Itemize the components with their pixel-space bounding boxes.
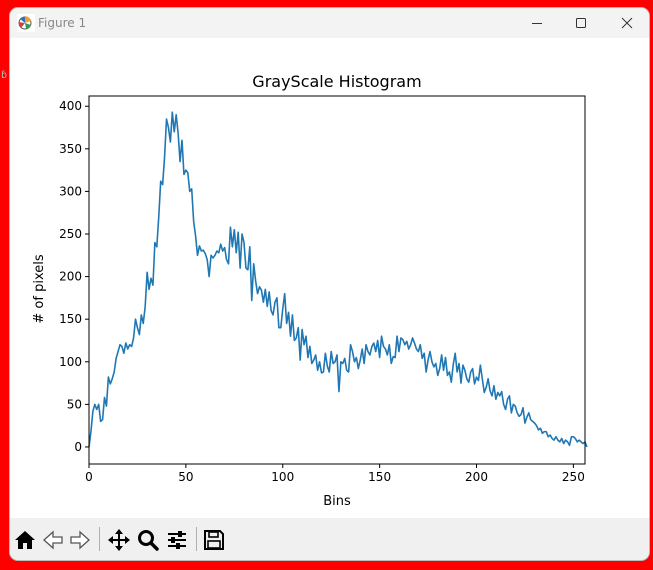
- x-tick-label: 100: [271, 470, 294, 484]
- title-bar[interactable]: Figure 1: [10, 8, 649, 38]
- y-axis-label: # of pixels: [32, 254, 47, 323]
- zoom-icon: [138, 530, 159, 551]
- axes: 0 50 100 150 200 250 0 50 100 150 200 250 300 350 400: [59, 95, 588, 484]
- x-tick-label: 250: [562, 470, 585, 484]
- home-button[interactable]: [12, 527, 38, 553]
- y-tick-label: 350: [59, 142, 82, 156]
- y-tick-label: 400: [59, 99, 82, 113]
- forward-button[interactable]: [67, 527, 93, 553]
- y-tick-label: 250: [59, 227, 82, 241]
- configure-subplots-button[interactable]: [164, 527, 190, 553]
- y-tick-label: 200: [59, 270, 82, 284]
- save-button[interactable]: [201, 527, 227, 553]
- matplotlib-app-icon: [16, 13, 36, 33]
- y-tick-label: 300: [59, 184, 82, 198]
- toolbar-separator: [99, 527, 100, 551]
- pan-icon: [108, 529, 130, 551]
- configure-subplots-icon: [168, 531, 186, 549]
- x-tick-label: 50: [178, 470, 193, 484]
- minimize-button[interactable]: [515, 8, 559, 38]
- x-axis-label: Bins: [323, 494, 351, 509]
- y-tick-label: 100: [59, 355, 82, 369]
- navigation-toolbar: [10, 518, 649, 560]
- y-tick-label: 50: [67, 397, 82, 411]
- home-icon: [15, 531, 35, 549]
- y-tick-label: 150: [59, 312, 82, 326]
- maximize-icon: [576, 18, 586, 28]
- window-title: Figure 1: [38, 16, 87, 30]
- histogram-line: [88, 111, 588, 448]
- minimize-icon: [532, 23, 542, 24]
- chart-title: GrayScale Histogram: [252, 72, 421, 91]
- pan-button[interactable]: [106, 527, 132, 553]
- x-tick-label: 150: [368, 470, 391, 484]
- figure-window: Figure 1 GrayScale Histogram 0 50 100 150 20…: [10, 8, 649, 560]
- zoom-button[interactable]: [135, 527, 161, 553]
- plot-frame: [88, 95, 586, 465]
- save-icon: [204, 530, 224, 550]
- x-tick-label: 0: [85, 470, 93, 484]
- histogram-chart: GrayScale Histogram 0 50 100 150 200 250 0 50 10…: [32, 72, 588, 509]
- background-glyph: ɓ: [1, 70, 8, 81]
- back-button[interactable]: [40, 527, 66, 553]
- back-icon: [43, 530, 63, 550]
- x-tick-label: 200: [465, 470, 488, 484]
- maximize-button[interactable]: [559, 8, 603, 38]
- forward-icon: [70, 530, 90, 550]
- toolbar-separator: [196, 527, 197, 551]
- y-tick-label: 0: [74, 440, 82, 454]
- figure-canvas[interactable]: GrayScale Histogram 0 50 100 150 200 250 0 50 10…: [10, 38, 649, 518]
- close-button[interactable]: [605, 8, 649, 38]
- close-icon: [621, 17, 633, 29]
